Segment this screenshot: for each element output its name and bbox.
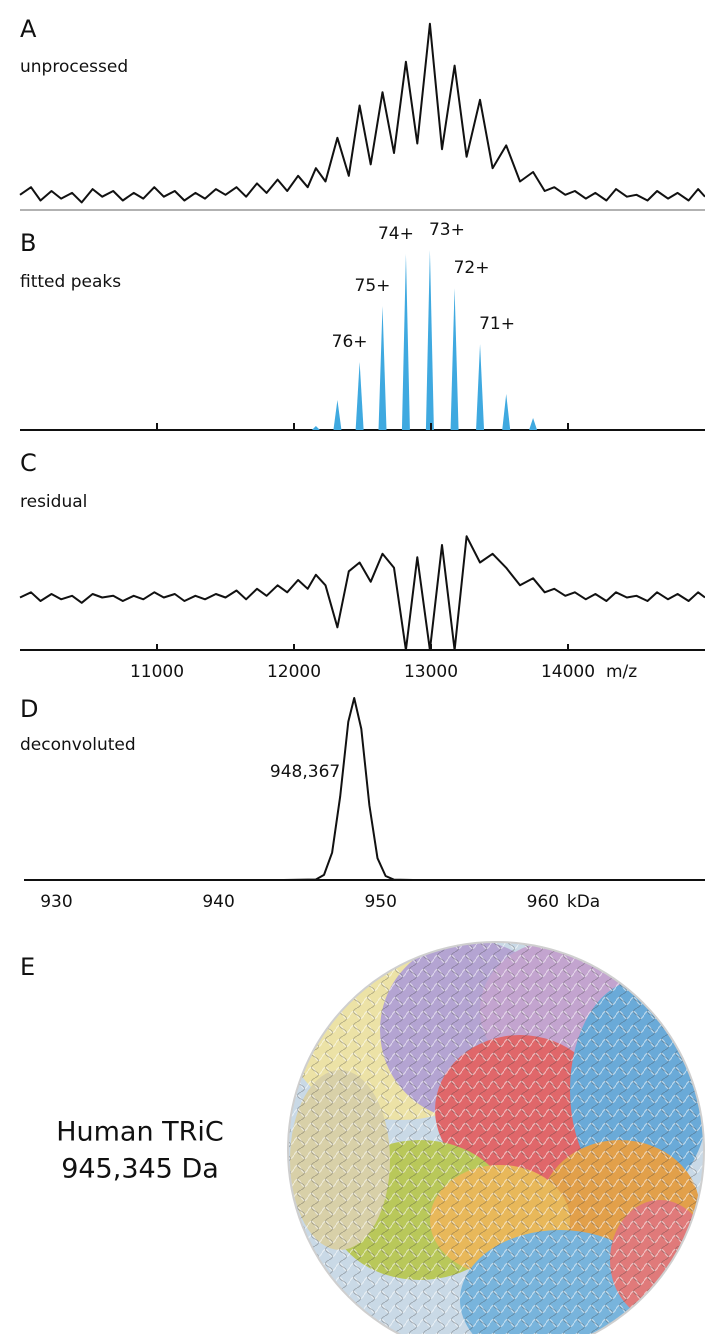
charge-label: 72+ bbox=[454, 258, 490, 278]
fitted-peak bbox=[311, 426, 320, 430]
fitted-peak bbox=[476, 344, 485, 430]
charge-label: 74+ bbox=[378, 224, 414, 244]
panel-letter: E bbox=[20, 953, 35, 981]
panel-letter: C bbox=[20, 449, 37, 477]
fitted-peak bbox=[401, 254, 410, 430]
panel-title: fitted peaks bbox=[20, 272, 121, 292]
x-axis-label: kDa bbox=[567, 892, 600, 912]
x-tick-label: 14000 bbox=[541, 662, 595, 682]
x-tick-label: 13000 bbox=[404, 662, 458, 682]
panel-letter: A bbox=[20, 15, 37, 43]
fitted-peak bbox=[378, 306, 387, 430]
protein-name: Human TRiC bbox=[56, 1117, 224, 1148]
peak-annotation: 948,367 bbox=[270, 762, 340, 782]
x-axis-label: m/z bbox=[606, 662, 637, 682]
fitted-peak bbox=[450, 288, 459, 430]
fitted-peak bbox=[355, 362, 364, 430]
panel-letter: D bbox=[20, 695, 38, 723]
panel-title: deconvoluted bbox=[20, 735, 136, 755]
panel-letter: B bbox=[20, 229, 36, 257]
fitted-peak bbox=[502, 394, 511, 430]
spectrum-line bbox=[24, 697, 705, 881]
x-tick-label: 11000 bbox=[130, 662, 184, 682]
x-tick-label: 950 bbox=[364, 892, 396, 912]
panel-title: residual bbox=[20, 492, 87, 512]
protein-structure bbox=[288, 942, 704, 1334]
x-tick-label: 930 bbox=[40, 892, 72, 912]
protein-mass: 945,345 Da bbox=[61, 1154, 219, 1185]
x-tick-label: 940 bbox=[202, 892, 234, 912]
panel-title: unprocessed bbox=[20, 57, 128, 77]
spectrum-line bbox=[19, 22, 705, 204]
structure-outline bbox=[287, 941, 705, 1334]
spectrum-line bbox=[19, 535, 705, 651]
charge-label: 76+ bbox=[332, 332, 368, 352]
charge-label: 73+ bbox=[429, 220, 465, 240]
charge-label: 75+ bbox=[355, 276, 391, 296]
charge-label: 71+ bbox=[479, 314, 515, 334]
x-tick-label: 12000 bbox=[267, 662, 321, 682]
fitted-peak bbox=[333, 400, 342, 430]
fitted-peak bbox=[425, 250, 434, 430]
x-tick-label: 960 bbox=[527, 892, 559, 912]
fitted-peak bbox=[529, 418, 538, 430]
